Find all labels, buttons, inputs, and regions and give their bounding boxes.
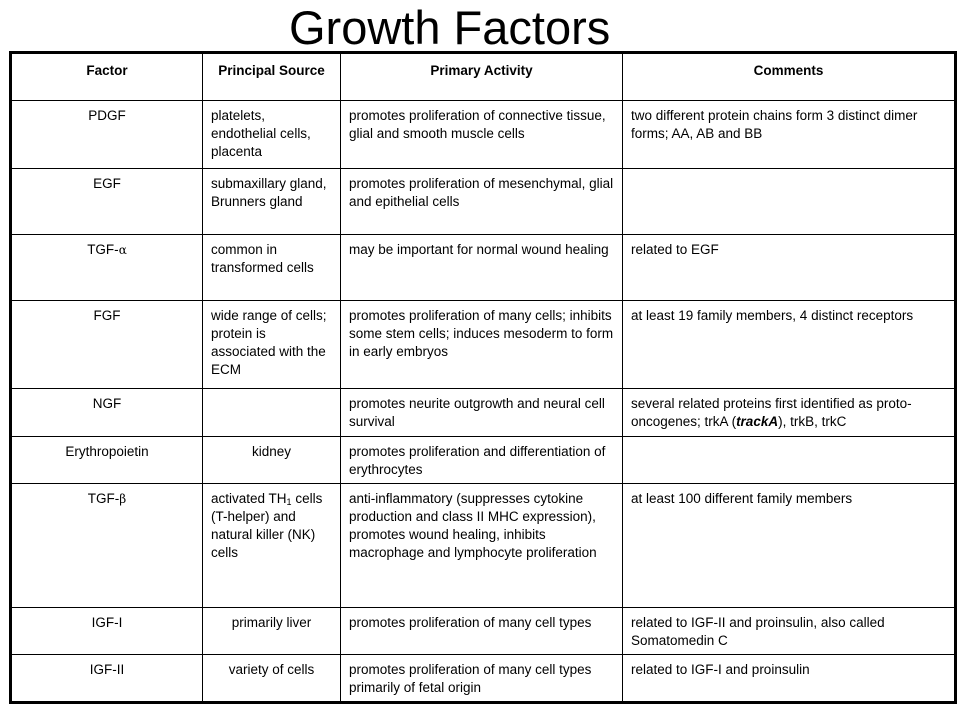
comments-cell: two different protein chains form 3 dist… — [622, 100, 956, 169]
factor-cell: EGF — [10, 168, 203, 235]
table-row: NGF promotes neurite outgrowth and neura… — [10, 388, 956, 437]
source-text: cells (T-helper) and natural killer (NK)… — [211, 491, 323, 560]
italic-term: trackA — [736, 414, 779, 429]
activity-cell: promotes proliferation and differentiati… — [340, 436, 623, 484]
comments-text: several related proteins first identifie… — [631, 396, 912, 429]
factor-cell: PDGF — [10, 100, 203, 169]
source-cell: variety of cells — [202, 654, 341, 703]
factor-cell: NGF — [10, 388, 203, 437]
header-factor: Factor — [10, 52, 203, 101]
table-row: IGF-I primarily liver promotes prolifera… — [10, 607, 956, 655]
page-title: Growth Factors — [289, 1, 611, 54]
source-cell: common in transformed cells — [202, 234, 341, 301]
activity-cell: promotes proliferation of mesenchymal, g… — [340, 168, 623, 235]
header-primary-activity: Primary Activity — [340, 52, 623, 101]
activity-cell: anti-inflammatory (suppresses cytokine p… — [340, 483, 623, 608]
activity-cell: promotes proliferation of connective tis… — [340, 100, 623, 169]
source-cell: wide range of cells; protein is associat… — [202, 300, 341, 389]
table-row: FGF wide range of cells; protein is asso… — [10, 300, 956, 389]
source-text: activated TH — [211, 491, 287, 506]
comments-cell: related to IGF-I and proinsulin — [622, 654, 956, 703]
table-row: PDGF platelets, endothelial cells, place… — [10, 100, 956, 169]
comments-cell — [622, 436, 956, 484]
source-cell: kidney — [202, 436, 341, 484]
alpha-symbol: α — [118, 243, 127, 257]
subscript: 1 — [286, 497, 292, 507]
source-cell — [202, 388, 341, 437]
factor-prefix: TGF- — [87, 242, 119, 257]
factor-cell: FGF — [10, 300, 203, 389]
source-cell: submaxillary gland, Brunners gland — [202, 168, 341, 235]
activity-cell: may be important for normal wound healin… — [340, 234, 623, 301]
source-cell: activated TH1 cells (T-helper) and natur… — [202, 483, 341, 608]
table-row: IGF-II variety of cells promotes prolife… — [10, 654, 956, 703]
header-principal-source: Principal Source — [202, 52, 341, 101]
source-cell: platelets, endothelial cells, placenta — [202, 100, 341, 169]
comments-cell — [622, 168, 956, 235]
header-comments: Comments — [622, 52, 956, 101]
factor-cell: TGF-α — [10, 234, 203, 301]
header-row: Factor Principal Source Primary Activity… — [10, 52, 956, 101]
table-row: TGF-α common in transformed cells may be… — [10, 234, 956, 301]
activity-cell: promotes proliferation of many cells; in… — [340, 300, 623, 389]
comments-cell: related to EGF — [622, 234, 956, 301]
table-row: Erythropoietin kidney promotes prolifera… — [10, 436, 956, 484]
comments-text: ), trkB, trkC — [778, 414, 847, 429]
activity-cell: promotes proliferation of many cell type… — [340, 654, 623, 703]
source-cell: primarily liver — [202, 607, 341, 655]
factor-cell: Erythropoietin — [10, 436, 203, 484]
comments-cell: related to IGF-II and proinsulin, also c… — [622, 607, 956, 655]
factor-cell: IGF-I — [10, 607, 203, 655]
table-row: TGF-β activated TH1 cells (T-helper) and… — [10, 483, 956, 608]
activity-cell: promotes proliferation of many cell type… — [340, 607, 623, 655]
factor-prefix: TGF- — [87, 491, 120, 506]
factor-cell: TGF-β — [10, 483, 203, 608]
comments-cell: at least 100 different family members — [622, 483, 956, 608]
comments-cell: several related proteins first identifie… — [622, 388, 956, 437]
beta-symbol: β — [119, 492, 127, 506]
growth-factors-table: Factor Principal Source Primary Activity… — [9, 51, 957, 704]
comments-cell: at least 19 family members, 4 distinct r… — [622, 300, 956, 389]
table-row: EGF submaxillary gland, Brunners gland p… — [10, 168, 956, 235]
factor-cell: IGF-II — [10, 654, 203, 703]
activity-cell: promotes neurite outgrowth and neural ce… — [340, 388, 623, 437]
